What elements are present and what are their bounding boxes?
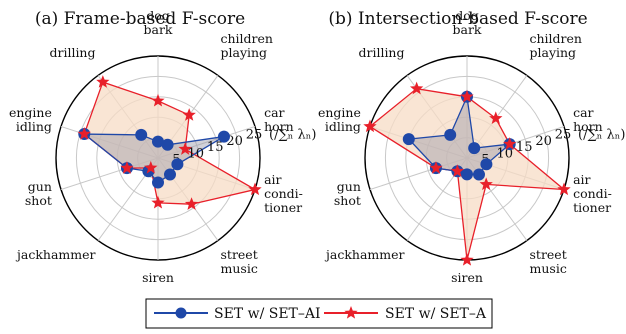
point-set-ai <box>402 133 415 146</box>
category-label: gun shot <box>25 179 52 208</box>
point-set-a <box>96 75 110 88</box>
r-tick-label: 15 <box>207 140 224 155</box>
point-set-ai <box>135 128 148 141</box>
category-label: street music <box>221 247 258 276</box>
series-area-set-ai <box>84 134 224 183</box>
point-set-a <box>151 195 165 209</box>
category-label: siren <box>142 270 174 285</box>
point-set-a <box>409 81 424 95</box>
point-set-a <box>450 164 465 177</box>
category-label: air condi-tioner <box>264 172 303 215</box>
radar-chart-intersection-based: 510152025(/∑ₙ λₙ)carhornaircondi-tioners… <box>318 8 625 285</box>
point-set-ai <box>461 168 473 181</box>
r-tick-label: 20 <box>535 134 552 149</box>
legend: SET w/ SET–AI SET w/ SET–A <box>145 298 493 329</box>
point-set-a <box>77 127 91 140</box>
category-label: air condi-tioner <box>573 172 612 215</box>
r-tick-label: 15 <box>516 140 533 155</box>
point-set-a <box>182 108 196 121</box>
category-label: engine idling <box>318 105 361 134</box>
category-label: engine idling <box>9 105 52 134</box>
point-set-ai <box>444 128 457 141</box>
point-set-ai <box>468 142 481 155</box>
category-label: dog bark <box>452 8 481 37</box>
point-set-ai <box>161 138 174 151</box>
category-label: children playing <box>530 31 582 60</box>
legend-circle-marker <box>175 307 187 319</box>
point-set-a <box>151 93 165 107</box>
radar-chart-frame-based: 510152025(/∑ₙ λₙ)carhornaircondi-tioners… <box>9 8 316 285</box>
r-tick-label: 10 <box>188 146 205 161</box>
point-set-a <box>144 160 158 174</box>
point-set-ai <box>472 168 485 181</box>
legend-label-set-a: SET w/ SET–A <box>385 306 487 322</box>
category-label: jackhammer <box>15 247 96 262</box>
r-tick-label: 20 <box>226 134 243 149</box>
point-set-ai <box>152 176 164 189</box>
chart-a-title: (a) Frame-based F-score <box>35 9 245 29</box>
point-set-a <box>503 137 517 150</box>
point-set-a <box>489 111 503 125</box>
point-set-ai <box>480 158 493 171</box>
chart-b-title: (b) Intersection-based F-score <box>328 9 587 29</box>
point-set-a <box>479 177 493 191</box>
legend-item-set-ai: SET w/ SET–AI <box>154 306 321 322</box>
category-label: dog bark <box>143 8 172 37</box>
point-set-ai <box>217 130 230 143</box>
category-label: gun shot <box>334 179 361 208</box>
axis-unit-label: (/∑ₙ λₙ) <box>269 128 316 143</box>
legend-star-marker <box>344 306 358 319</box>
point-set-ai <box>171 158 184 171</box>
series-area-set-ai <box>408 96 510 175</box>
r-tick-label: 25 <box>246 128 263 143</box>
r-tick-label: 25 <box>555 128 572 143</box>
legend-label-set-ai: SET w/ SET–AI <box>214 306 321 322</box>
point-set-ai <box>152 135 164 148</box>
category-label: drilling <box>358 45 404 60</box>
point-set-a <box>557 182 571 196</box>
axis-unit-label: (/∑ₙ λₙ) <box>578 128 625 143</box>
point-set-a <box>429 161 443 174</box>
point-set-a <box>184 197 199 210</box>
category-label: siren <box>451 270 483 285</box>
point-set-a <box>120 161 134 174</box>
point-set-ai <box>163 168 176 181</box>
r-tick-label: 10 <box>497 146 514 161</box>
point-set-a <box>460 89 474 103</box>
point-set-a <box>363 119 377 133</box>
point-set-a <box>178 142 192 155</box>
category-label: street music <box>530 247 567 276</box>
category-label: car horn <box>264 105 294 134</box>
category-label: jackhammer <box>324 247 405 262</box>
category-label: car horn <box>573 105 603 134</box>
legend-item-set-a: SET w/ SET–A <box>324 306 487 322</box>
category-label: drilling <box>49 45 95 60</box>
category-label: children playing <box>221 31 273 60</box>
point-set-a <box>248 182 262 196</box>
point-set-a <box>460 253 474 266</box>
